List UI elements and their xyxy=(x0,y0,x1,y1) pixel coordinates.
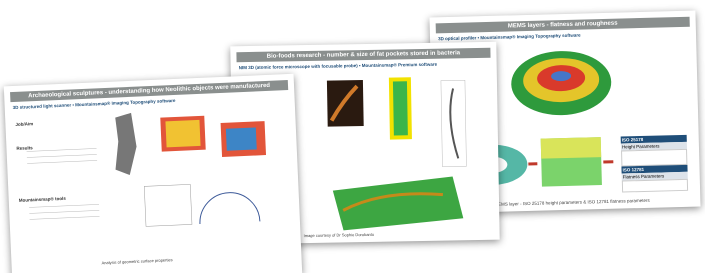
card: Archaeological sculptures - understandin… xyxy=(4,74,302,273)
figure xyxy=(5,100,302,273)
card-title: Bio-foods research - number & size of fa… xyxy=(236,48,490,62)
param-table: ISO 25178 Height Parameters ISO 12781 Fl… xyxy=(621,135,688,193)
screenshot: MEMS layers - flatness and roughness 3D … xyxy=(0,0,705,273)
